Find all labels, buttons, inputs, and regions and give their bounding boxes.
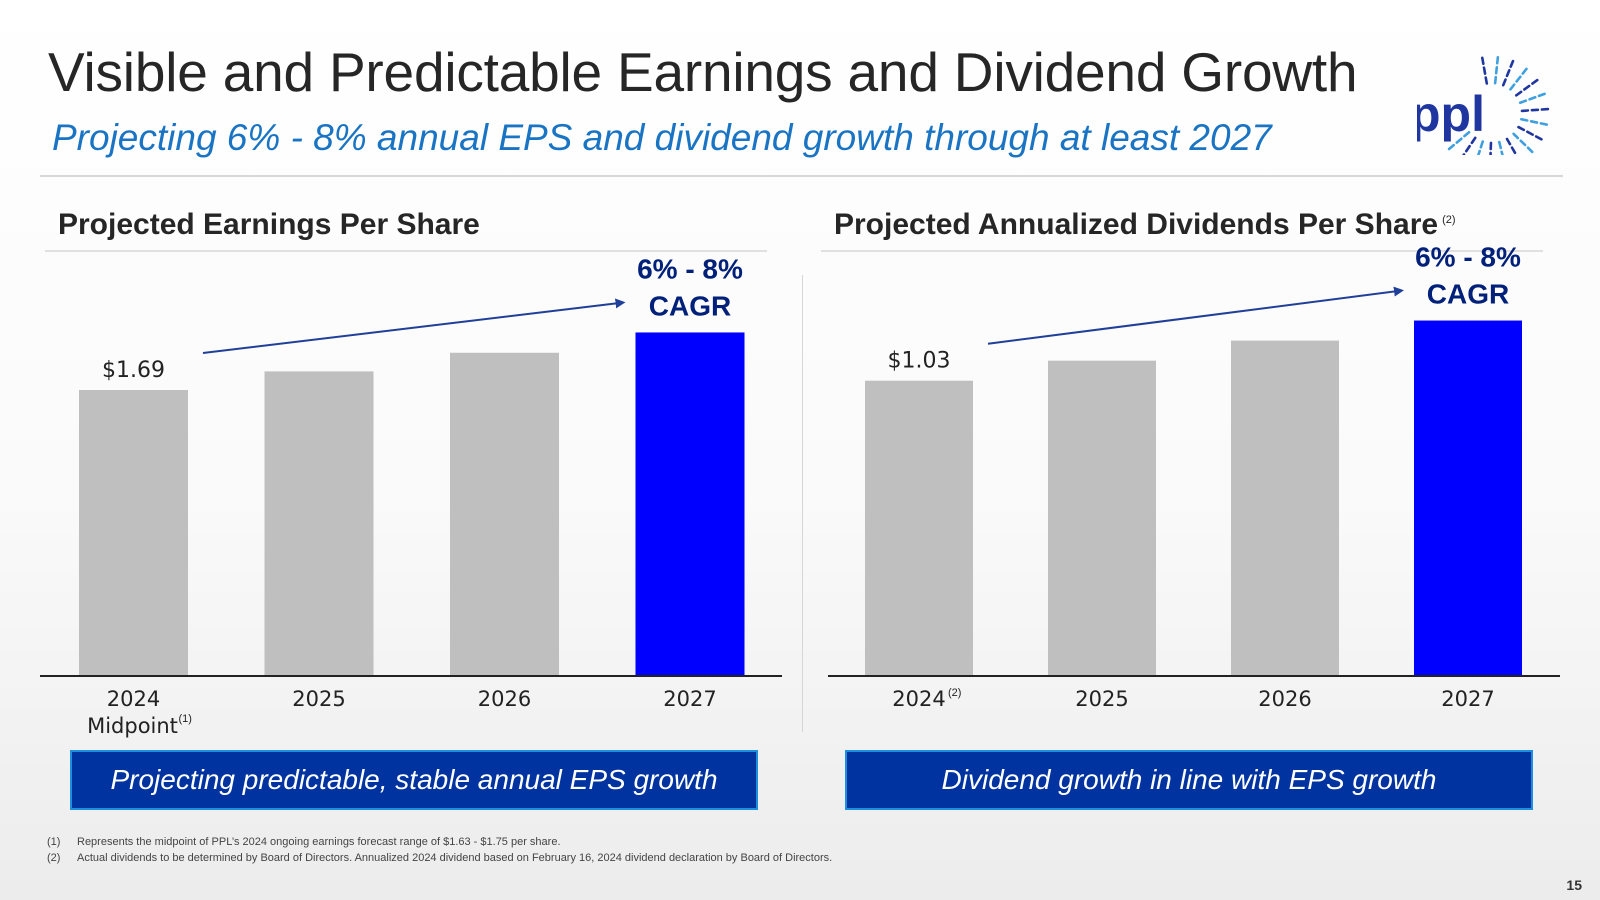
page-title: Visible and Predictable Earnings and Div… [48,41,1358,103]
div-bar-2024 [865,380,973,676]
div-panel-title: Projected Annualized Dividends Per Share… [834,208,1456,241]
div-xtick-2024: 2024 [892,687,945,711]
div-bar-2026 [1231,340,1339,676]
eps-cagr-label-text: CAGR [649,290,731,321]
footnote-2: (2) Actual dividends to be determined by … [47,852,833,864]
sunburst-icon [1447,56,1550,155]
title-divider [40,175,1563,177]
div-cagr-label-range: 6% - 8% [1415,242,1521,273]
div-xtick-2026: 2026 [1258,687,1311,711]
panel-divider [802,275,803,732]
div-bar-2027 [1414,320,1522,676]
eps-growth-arrow [202,298,626,354]
eps-bar-2025 [264,371,374,676]
eps-xtick-2025: 2025 [292,687,345,711]
eps-value-label-2024: $1.69 [102,358,165,383]
page-number: 15 [1566,877,1582,893]
div-title-footnote: (2) [1442,214,1456,226]
div-xtick-note-2024: (2) [948,687,961,699]
eps-xtick-2026: 2026 [478,687,531,711]
logo-wordmark: ppl [1417,86,1485,142]
eps-cagr-label-range: 6% - 8% [637,253,743,284]
div-cagr-label-text: CAGR [1427,279,1509,310]
eps-panel-rule [45,250,767,252]
eps-xtick-2027: 2027 [663,687,716,711]
eps-bar-2024 [79,390,188,676]
div-xtick-2025: 2025 [1075,687,1128,711]
eps-bar-2026 [450,352,559,676]
div-value-label-2024: $1.03 [888,349,951,374]
eps-xtick-note-2024: (1) [179,713,192,725]
eps-callout-box: Projecting predictable, stable annual EP… [70,750,758,810]
div-bar-2025 [1048,360,1156,676]
dividend-callout-box: Dividend growth in line with EPS growth [845,750,1533,810]
eps-bar-2027 [635,332,745,676]
eps-panel-title: Projected Earnings Per Share [58,208,480,241]
ppl-logo: ppl [1417,56,1550,155]
footnote-1: (1) Represents the midpoint of PPL’s 2024… [47,836,561,848]
div-xtick-2027: 2027 [1441,687,1494,711]
div-growth-arrow [987,286,1404,345]
div-panel-rule [821,250,1543,252]
eps-xtick-2024: 2024 [107,687,160,711]
page-subtitle: Projecting 6% - 8% annual EPS and divide… [52,117,1272,158]
eps-xtick-sublabel-2024: Midpoint [87,714,178,738]
